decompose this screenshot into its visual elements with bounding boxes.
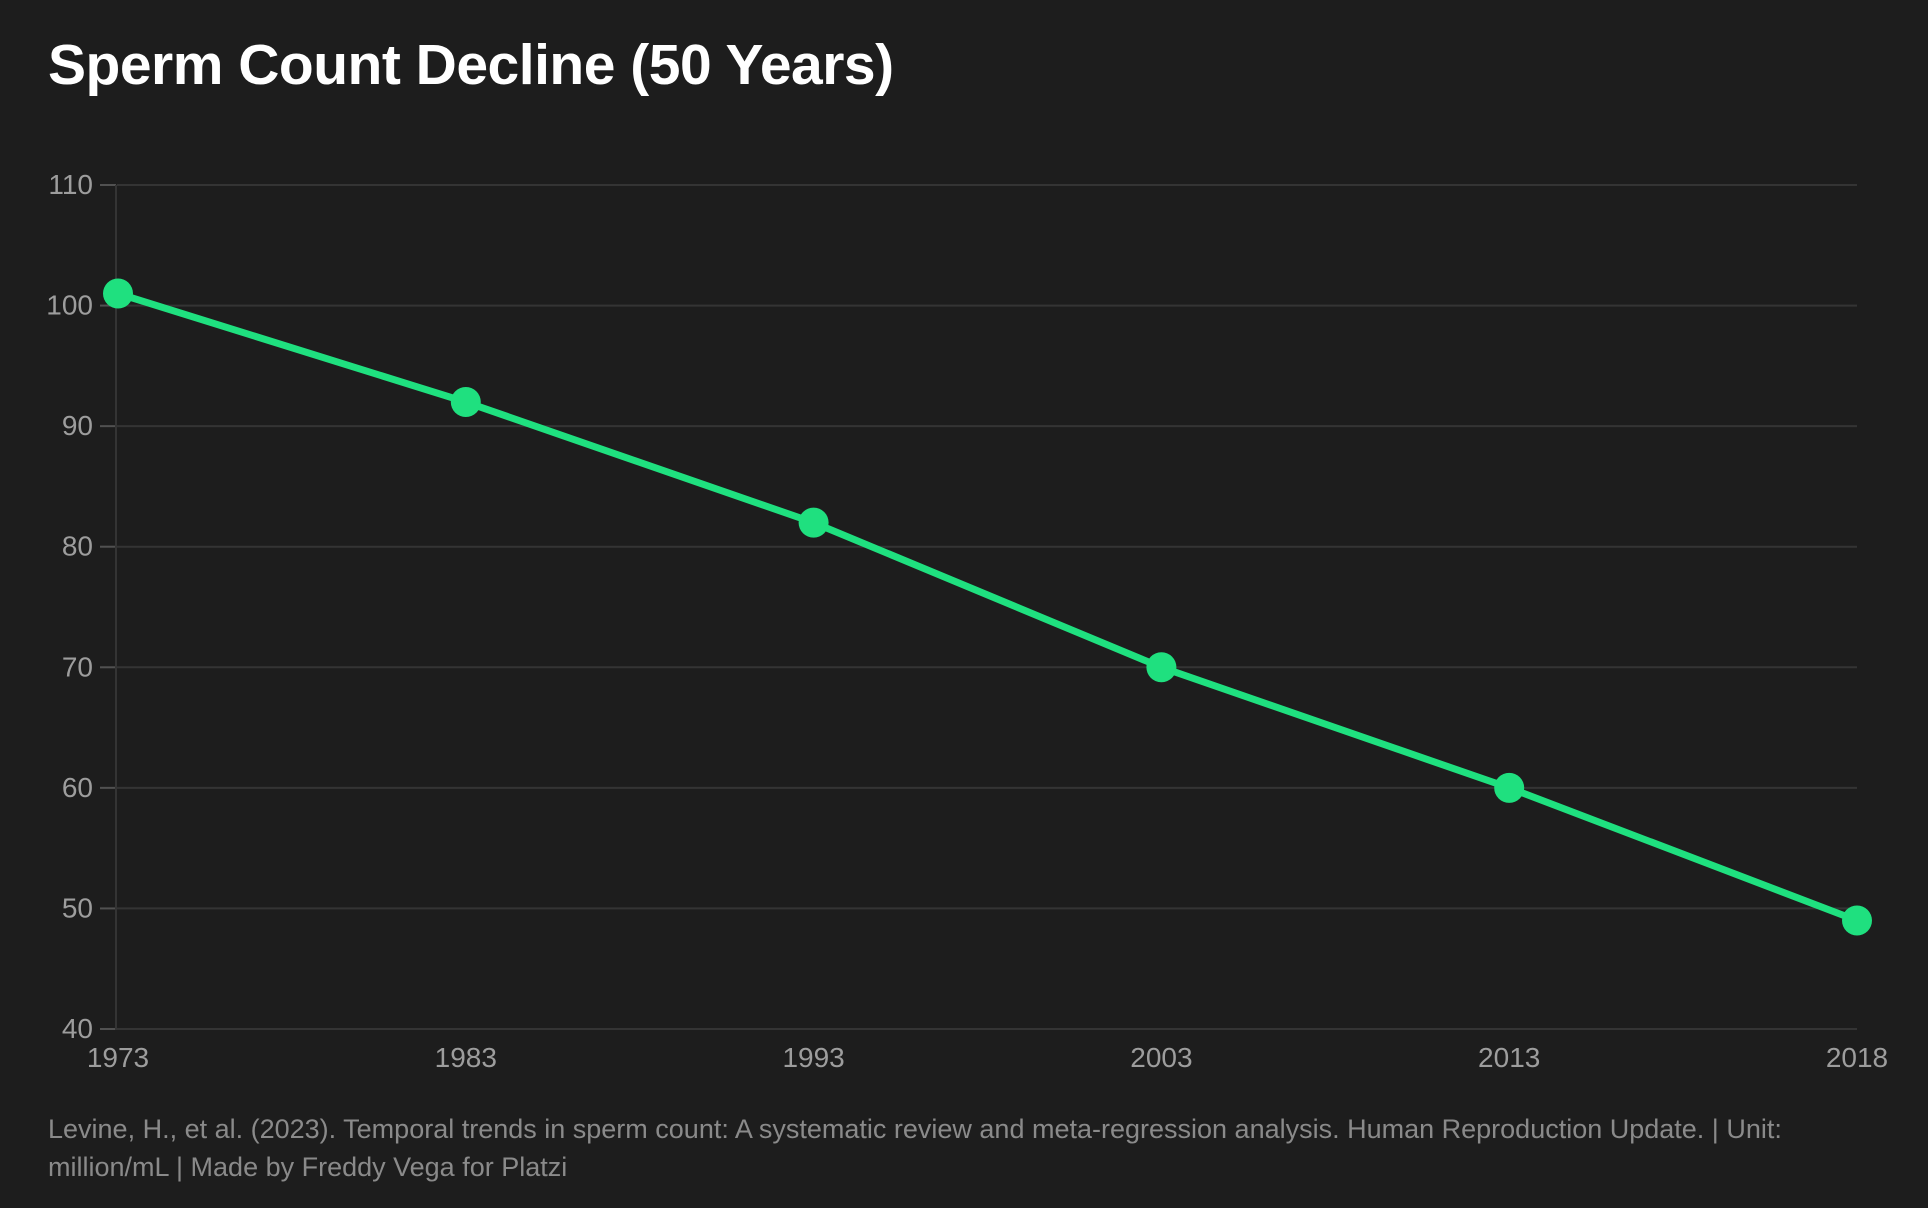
- x-tick-label: 1973: [87, 1042, 149, 1073]
- y-tick-label: 70: [62, 651, 93, 682]
- data-point: [450, 387, 481, 418]
- y-tick-label: 110: [48, 169, 93, 200]
- y-tick-label: 40: [62, 1013, 93, 1044]
- data-point: [103, 278, 133, 309]
- x-tick-label: 2013: [1478, 1042, 1540, 1073]
- data-point: [798, 507, 829, 538]
- y-tick-label: 80: [62, 531, 93, 562]
- x-tick-label: 1983: [435, 1042, 497, 1073]
- chart-title: Sperm Count Decline (50 Years): [48, 33, 894, 97]
- y-tick-label: 100: [46, 290, 93, 321]
- x-tick-label: 2018: [1826, 1042, 1888, 1073]
- x-tick-label: 1993: [782, 1042, 844, 1073]
- y-tick-label: 60: [62, 772, 93, 803]
- data-point: [1842, 905, 1872, 936]
- x-tick-label: 2003: [1130, 1042, 1192, 1073]
- y-tick-label: 90: [62, 410, 93, 441]
- data-point: [1146, 652, 1177, 683]
- chart-footer-citation: Levine, H., et al. (2023). Temporal tren…: [48, 1114, 1782, 1182]
- data-point: [1494, 772, 1525, 803]
- trend-line: [114, 290, 1861, 924]
- y-tick-label: 50: [62, 892, 93, 923]
